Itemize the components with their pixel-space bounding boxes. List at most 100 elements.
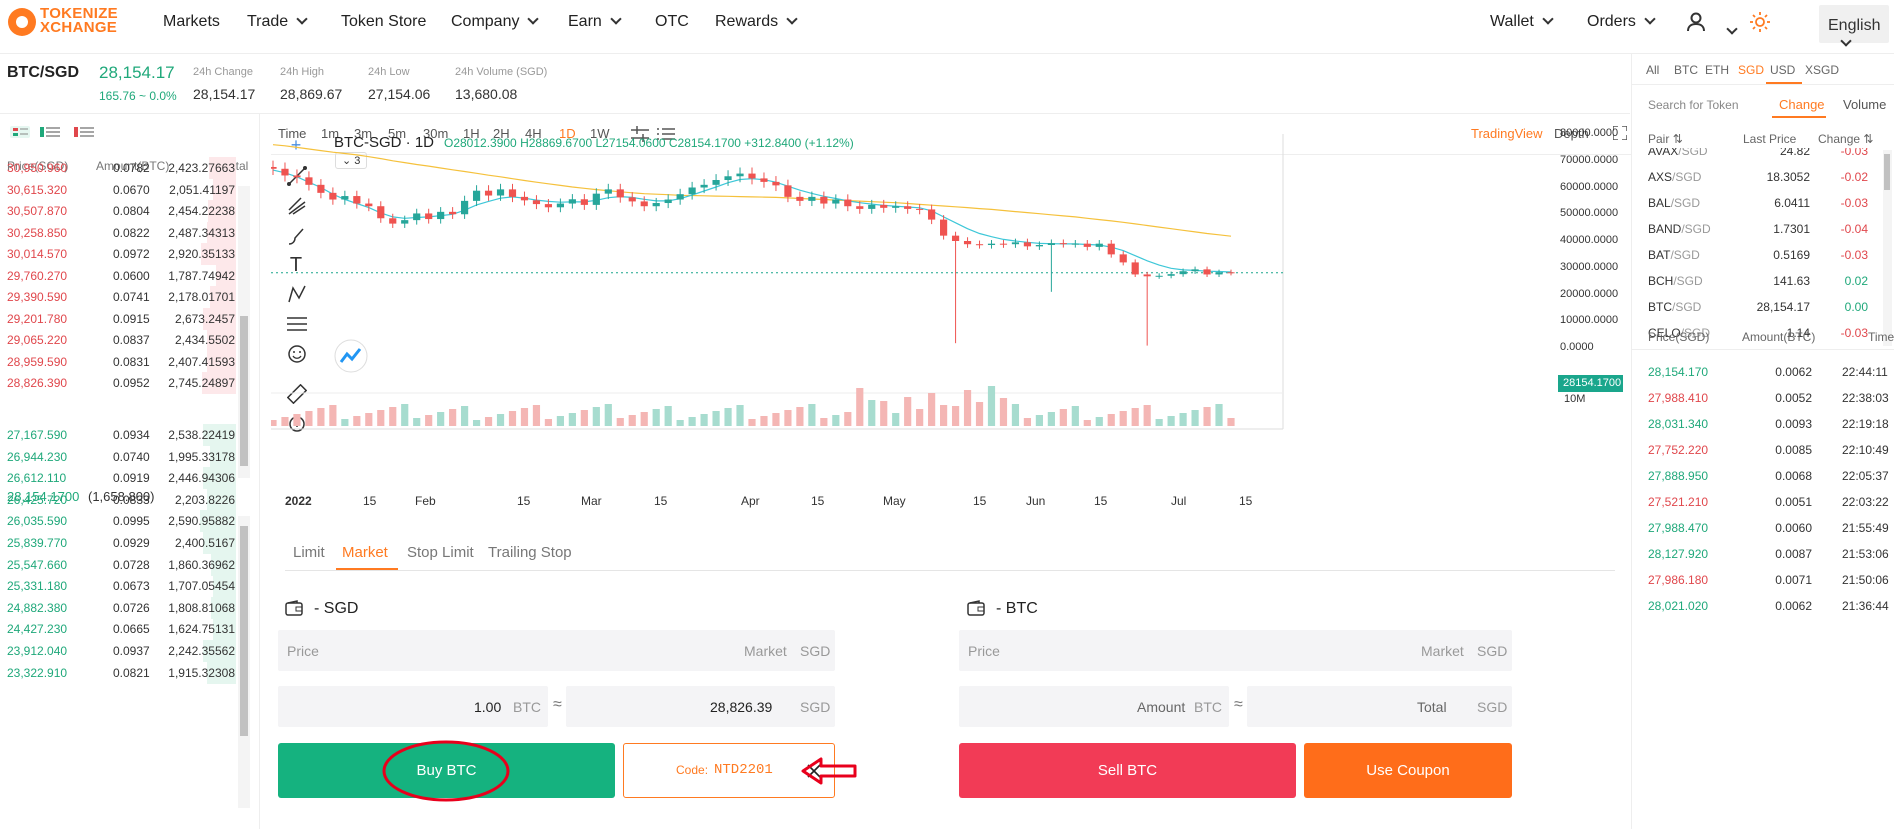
market-row[interactable]: BTC/SGD 28,154.17 0.00 bbox=[1632, 294, 1894, 320]
ob-ask-row[interactable]: 30,507.870 0.0804 2,454.22238 bbox=[0, 198, 250, 224]
sell-btc-button[interactable]: Sell BTC bbox=[959, 743, 1296, 798]
candlestick-chart[interactable] bbox=[271, 114, 1631, 524]
quote-tab-eth[interactable]: ETH bbox=[1705, 63, 1729, 77]
nav-orders[interactable]: Orders bbox=[1587, 13, 1656, 31]
quote-tab-btc[interactable]: BTC bbox=[1674, 63, 1698, 77]
buy-total-input[interactable]: 28,826.39 SGD bbox=[566, 686, 835, 727]
ob-bid-row[interactable]: 26,612.110 0.0919 2,446.94306 bbox=[0, 465, 250, 491]
language-select[interactable]: English bbox=[1819, 5, 1889, 47]
quote-tab-sgd[interactable]: SGD bbox=[1738, 63, 1765, 77]
ob-ask-row[interactable]: 28,826.390 0.0952 2,745.24897 bbox=[0, 370, 250, 396]
ob-bid-row[interactable]: 26,035.590 0.0995 2,590.95882 bbox=[0, 508, 250, 534]
quote-tab-xsgd[interactable]: XSGD bbox=[1805, 63, 1840, 77]
market-row[interactable]: BAL/SGD 6.0411 -0.03 bbox=[1632, 190, 1894, 216]
measure-icon[interactable] bbox=[287, 314, 307, 334]
sun-icon[interactable] bbox=[1750, 12, 1770, 32]
ruler-icon[interactable] bbox=[287, 384, 307, 404]
timeframe-3m[interactable]: 3m bbox=[354, 126, 373, 141]
ob-ask-row[interactable]: 29,201.780 0.0915 2,673.2457 bbox=[0, 306, 250, 332]
ob-bid-row[interactable]: 23,322.910 0.0821 1,915.32308 bbox=[0, 660, 250, 686]
market-row[interactable]: BAT/SGD 0.5169 -0.03 bbox=[1632, 242, 1894, 268]
ob-ask-row[interactable]: 28,959.590 0.0831 2,407.41593 bbox=[0, 349, 250, 375]
nav-rewards[interactable]: Rewards bbox=[715, 13, 798, 31]
coupon-code-field[interactable]: Code: NTD2201 bbox=[623, 743, 835, 798]
ob-ask-row[interactable]: 30,258.850 0.0822 2,487.34313 bbox=[0, 220, 250, 246]
tab-stop-limit[interactable]: Stop Limit bbox=[407, 544, 474, 561]
use-coupon-button[interactable]: Use Coupon bbox=[1304, 743, 1512, 798]
tradingview-logo-icon[interactable] bbox=[333, 338, 369, 374]
ob-ask-row[interactable]: 29,065.220 0.0837 2,434.5502 bbox=[0, 327, 250, 353]
timeframe-1h[interactable]: 1H bbox=[463, 126, 480, 141]
fib-icon[interactable] bbox=[287, 196, 307, 216]
ob-ask-row[interactable]: 30,950.960 0.0782 2,423.27663 bbox=[0, 155, 250, 181]
logo[interactable]: TOKENIZE XCHANGE bbox=[0, 0, 160, 44]
ob-ask-row[interactable]: 30,615.320 0.0670 2,051.41197 bbox=[0, 177, 250, 203]
timeframe-5m[interactable]: 5m bbox=[388, 126, 407, 141]
asks-scrollbar[interactable] bbox=[238, 186, 250, 478]
ob-bid-row[interactable]: 27,167.590 0.0934 2,538.22419 bbox=[0, 422, 250, 448]
sell-price-field[interactable]: Price Market SGD bbox=[959, 630, 1512, 671]
text-tool-icon[interactable]: T bbox=[289, 254, 303, 276]
nav-markets[interactable]: Markets bbox=[163, 13, 220, 30]
sort-volume-tab[interactable]: Volume bbox=[1843, 97, 1887, 112]
market-row[interactable]: BAND/SGD 1.7301 -0.04 bbox=[1632, 216, 1894, 242]
pattern-icon[interactable] bbox=[287, 284, 307, 304]
pair-name[interactable]: BTC/SGD bbox=[7, 64, 79, 81]
tab-limit[interactable]: Limit bbox=[293, 544, 325, 561]
crosshair-icon[interactable]: + bbox=[290, 135, 302, 155]
nav-wallet[interactable]: Wallet bbox=[1490, 13, 1554, 31]
sort-change-tab[interactable]: Change bbox=[1779, 97, 1825, 112]
tab-market[interactable]: Market bbox=[342, 544, 388, 561]
ob-bid-row[interactable]: 23,912.040 0.0937 2,242.35562 bbox=[0, 638, 250, 664]
timeframe-2h[interactable]: 2H bbox=[493, 126, 510, 141]
nav-trade[interactable]: Trade bbox=[247, 13, 308, 31]
timeframe-4h[interactable]: 4H bbox=[525, 126, 542, 141]
indicators-icon[interactable] bbox=[631, 126, 649, 142]
ob-bid-row[interactable]: 25,839.770 0.0929 2,400.5167 bbox=[0, 530, 250, 556]
tradingview-tab[interactable]: TradingView bbox=[1471, 126, 1543, 141]
ob-ask-row[interactable]: 29,760.270 0.0600 1,787.74942 bbox=[0, 263, 250, 289]
orderbook-view-toggles[interactable] bbox=[10, 124, 110, 140]
nav-token-store[interactable]: Token Store bbox=[341, 13, 427, 30]
user-icon[interactable] bbox=[1686, 12, 1706, 32]
bids-scrollbar[interactable] bbox=[238, 516, 250, 808]
quote-tab-usd[interactable]: USD bbox=[1770, 63, 1796, 77]
ob-bid-row[interactable]: 24,427.230 0.0665 1,624.75131 bbox=[0, 616, 250, 642]
emoji-icon[interactable] bbox=[287, 344, 307, 364]
market-row[interactable]: AVAX/SGD 24.82 -0.03 bbox=[1632, 148, 1894, 164]
pair-header[interactable]: Pair ⇅ bbox=[1648, 132, 1683, 146]
indicator-toggle[interactable]: ⌄ 3 bbox=[335, 152, 367, 169]
token-search-input[interactable]: Search for Token bbox=[1648, 98, 1739, 112]
timeframe-time[interactable]: Time bbox=[278, 126, 307, 141]
buy-btc-button[interactable]: Buy BTC bbox=[278, 743, 615, 798]
nav-otc[interactable]: OTC bbox=[655, 13, 689, 30]
brush-icon[interactable] bbox=[287, 226, 307, 246]
change-header[interactable]: Change ⇅ bbox=[1818, 132, 1874, 146]
ob-ask-row[interactable]: 29,390.590 0.0741 2,178.01701 bbox=[0, 284, 250, 310]
ob-bid-row[interactable]: 26,425.720 0.0833 2,203.8226 bbox=[0, 487, 250, 513]
ob-bid-row[interactable]: 24,882.380 0.0726 1,808.81068 bbox=[0, 595, 250, 621]
list-icon[interactable] bbox=[657, 126, 675, 142]
market-row[interactable]: AXS/SGD 18.3052 -0.02 bbox=[1632, 164, 1894, 190]
timeframe-1m[interactable]: 1m bbox=[321, 126, 340, 141]
sell-amount-input[interactable]: Amount BTC bbox=[959, 686, 1229, 727]
timeframe-1w[interactable]: 1W bbox=[590, 126, 610, 141]
timeframe-1d[interactable]: 1D bbox=[559, 126, 576, 141]
buy-price-field[interactable]: Price Market SGD bbox=[278, 630, 835, 671]
market-scrollbar[interactable] bbox=[1883, 150, 1892, 346]
timeframe-30m[interactable]: 30m bbox=[423, 126, 449, 141]
nav-company[interactable]: Company bbox=[451, 13, 540, 31]
quote-tab-all[interactable]: All bbox=[1646, 63, 1660, 77]
buy-amount-input[interactable]: 1.00 BTC bbox=[278, 686, 548, 727]
market-row[interactable]: CELO/SGD 1.14 -0.03 bbox=[1632, 320, 1894, 346]
sell-total-input[interactable]: Total SGD bbox=[1247, 686, 1512, 727]
depth-tab[interactable]: Depth bbox=[1554, 126, 1589, 141]
nav-earn[interactable]: Earn bbox=[568, 13, 622, 31]
ob-bid-row[interactable]: 25,331.180 0.0673 1,707.05454 bbox=[0, 573, 250, 599]
chevron-down-icon[interactable] bbox=[1726, 23, 1738, 35]
tab-trailing-stop[interactable]: Trailing Stop bbox=[488, 544, 572, 561]
ob-bid-row[interactable]: 26,944.230 0.0740 1,995.33178 bbox=[0, 444, 250, 470]
ob-ask-row[interactable]: 30,014.570 0.0972 2,920.35133 bbox=[0, 241, 250, 267]
ob-bid-row[interactable]: 25,547.660 0.0728 1,860.36962 bbox=[0, 552, 250, 578]
